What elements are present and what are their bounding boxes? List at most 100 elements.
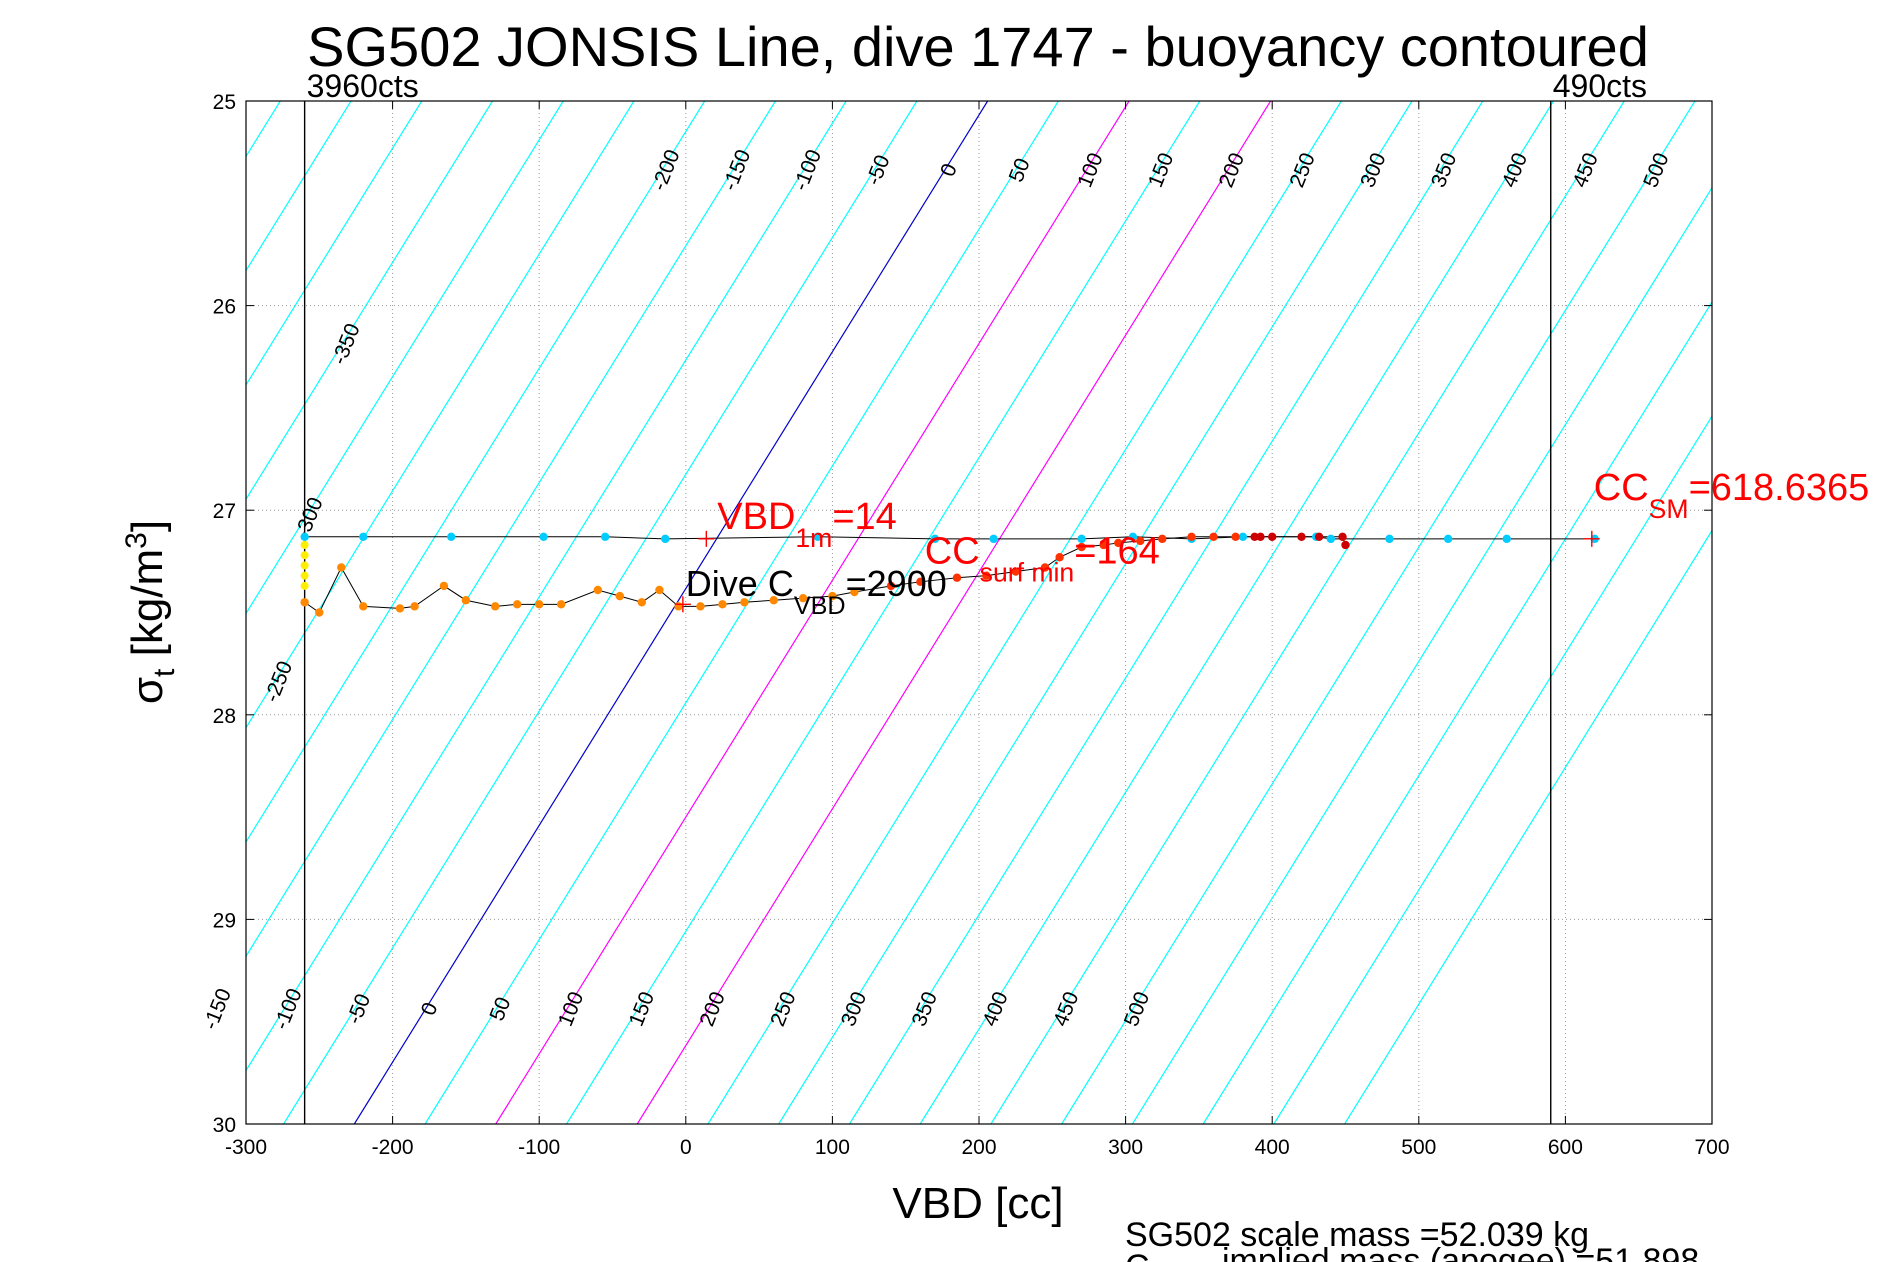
data-point (539, 532, 548, 541)
x-axis-label: VBD [cc] (892, 1179, 1063, 1228)
data-point (916, 577, 925, 587)
x-tick-label: -100 (518, 1136, 560, 1159)
data-point (696, 602, 705, 611)
x-tick-label: 500 (1401, 1136, 1436, 1159)
data-point (1256, 532, 1265, 541)
buoyancy-contours (0, 101, 1712, 1124)
data-point (315, 608, 324, 617)
data-point (1502, 534, 1511, 544)
data-point (1338, 532, 1347, 541)
contour-line (1061, 101, 1696, 1124)
data-point (1268, 532, 1277, 541)
profile-line (304, 536, 1346, 614)
data-point (300, 532, 309, 541)
data-series (300, 530, 1600, 617)
x-tick-label: 700 (1694, 1136, 1729, 1159)
x-axis-ticks: -300 -200 -100 0 100 200 300 400 500 600 700 (225, 101, 1730, 1159)
data-point (461, 596, 471, 605)
contour-line (919, 101, 1555, 1124)
annotation-text: CCSM=618.6365 (1594, 467, 1869, 524)
contour-line (246, 101, 776, 958)
data-point (600, 532, 610, 541)
data-point (535, 600, 544, 609)
x-tick-label: -200 (372, 1136, 414, 1159)
data-point (1055, 553, 1064, 562)
data-point (1040, 563, 1050, 572)
data-point (655, 585, 664, 595)
data-point (982, 571, 991, 580)
y-tick-label: 28 (213, 705, 236, 728)
contour-line (636, 101, 1272, 1124)
contour-line (566, 101, 1201, 1124)
x-tick-label: -300 (225, 1136, 267, 1159)
data-point (615, 591, 625, 601)
data-point (930, 534, 940, 544)
annotation-text: Dive CVBD=2900 (686, 563, 947, 620)
x-tick-label: 300 (1108, 1136, 1143, 1159)
data-point (1250, 532, 1259, 541)
contour-line (0, 101, 68, 1124)
data-point (886, 581, 896, 591)
data-point (1114, 538, 1123, 548)
data-point (359, 602, 368, 611)
data-point (513, 600, 522, 609)
x-tick-label: 400 (1255, 1136, 1290, 1159)
y-tick-label: 30 (213, 1114, 236, 1137)
data-point (359, 532, 368, 541)
data-point (1187, 532, 1196, 541)
contour-line (246, 101, 494, 501)
implied-mass-text: implied mass (apogee) =51.898 (1222, 1242, 1699, 1262)
data-point (439, 581, 449, 591)
data-point (1238, 532, 1248, 541)
data-point (637, 598, 647, 607)
contour-line (1202, 300, 1712, 1124)
data-point (1158, 534, 1167, 544)
count-limit-lines (303, 101, 1552, 1124)
contour-line (353, 101, 989, 1124)
data-point (1341, 540, 1350, 550)
annotation-text: CCsurf min=164 (925, 530, 1160, 587)
data-point (674, 602, 683, 611)
contour-line (778, 101, 1413, 1124)
contour-line (1344, 529, 1712, 1124)
y-axis-ticks: 25 26 27 28 29 30 (213, 91, 1712, 1137)
plot-area (246, 101, 1712, 1124)
contour-line (1273, 415, 1712, 1124)
count-label: 490cts (1553, 68, 1647, 104)
data-point (989, 534, 998, 544)
data-point (300, 598, 309, 607)
annotation-text: VBD1m=14 (717, 496, 897, 553)
data-point (447, 532, 456, 541)
data-point (1011, 567, 1020, 576)
contour-line (246, 101, 423, 387)
data-point (1099, 540, 1108, 550)
data-point (1077, 542, 1086, 552)
data-point (661, 534, 670, 544)
contour-line (0, 101, 139, 1124)
x-tick-label: 600 (1548, 1136, 1583, 1159)
contour-line (495, 101, 1130, 1124)
scale-mass-text: SG502 scale mass =52.039 kg (1125, 1216, 1589, 1254)
contour-line (1131, 186, 1712, 1124)
data-point (718, 600, 727, 609)
contour-line (246, 101, 847, 1072)
data-point (410, 602, 419, 611)
count-labels: 3960cts 490cts (307, 68, 1647, 104)
data-point (1077, 534, 1086, 544)
y-tick-label: 29 (213, 909, 236, 932)
data-point (337, 563, 346, 572)
data-point (1314, 532, 1324, 541)
data-point (300, 571, 309, 580)
data-point (1297, 532, 1306, 541)
data-point (740, 598, 749, 607)
data-point (813, 532, 822, 541)
data-point (850, 587, 859, 597)
grid (245, 100, 1713, 1125)
data-point (798, 593, 808, 603)
footer-text: SG502 scale mass =52.039 kg C implied ma… (1125, 1216, 1699, 1262)
x-tick-label: 100 (815, 1136, 850, 1159)
data-point (300, 551, 309, 560)
data-point (491, 602, 500, 611)
